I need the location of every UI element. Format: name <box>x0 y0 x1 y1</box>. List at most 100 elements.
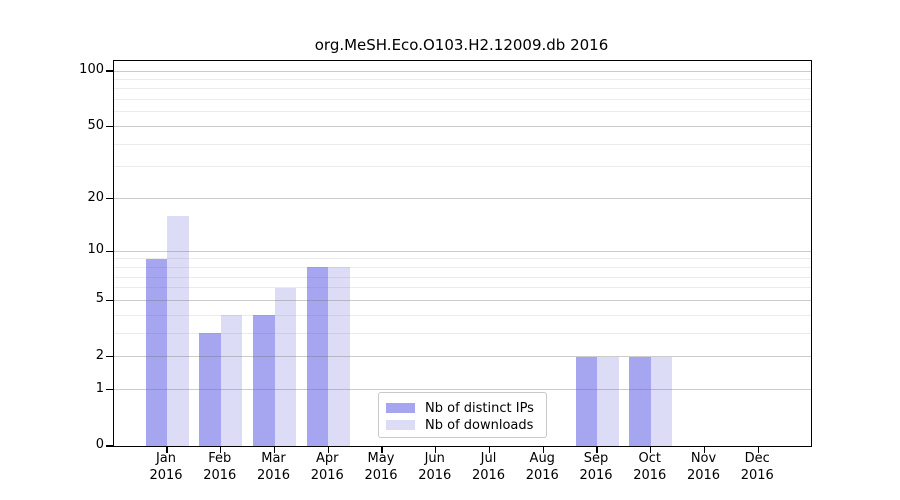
x-tick-year: 2016 <box>310 467 344 483</box>
x-tick-month: Dec <box>744 451 770 466</box>
x-tick-year: 2016 <box>471 467 506 483</box>
y-tick-label-10: 10 <box>87 242 104 258</box>
x-tick-year: 2016 <box>525 467 559 483</box>
x-tick-year: 2016 <box>203 467 237 483</box>
bar-distinct-ips-apr <box>306 267 329 446</box>
legend-item-distinct-ips: Nb of distinct IPs <box>386 400 546 416</box>
chart-title: org.MeSH.Eco.O103.H2.12009.db 2016 <box>314 36 609 54</box>
y-tick-label-20: 20 <box>87 189 104 205</box>
legend-label-downloads: Nb of downloads <box>425 417 534 433</box>
x-tick-label-jul: Jul 2016 <box>457 451 521 484</box>
y-tick-label-0: 0 <box>95 437 104 452</box>
legend-swatch-distinct-ips <box>386 402 415 414</box>
x-tickmark-may <box>381 447 383 454</box>
y-tick-label-5: 5 <box>95 291 104 307</box>
x-tick-label-oct: Oct 2016 <box>618 451 682 484</box>
x-tick-month: Jun <box>424 451 445 466</box>
legend-label-distinct-ips: Nb of distinct IPs <box>425 400 534 416</box>
x-tick-month: Nov <box>690 451 717 466</box>
x-tickmark-oct <box>650 447 652 454</box>
gridline-y-7 <box>114 276 811 278</box>
x-tick-year: 2016 <box>256 467 291 483</box>
x-tick-year: 2016 <box>149 467 183 483</box>
bar-downloads-sep <box>597 356 619 446</box>
bar-downloads-mar <box>274 287 296 446</box>
gridline-y-30 <box>114 166 811 168</box>
bar-distinct-ips-jan <box>145 258 167 446</box>
x-tick-label-sep: Sep 2016 <box>564 451 628 484</box>
gridline-y-9 <box>114 258 811 260</box>
y-tickmark-100 <box>106 70 113 72</box>
gridline-y-70 <box>114 99 811 101</box>
gridline-y-100 <box>114 70 811 72</box>
bar-distinct-ips-mar <box>253 315 275 446</box>
x-tick-year: 2016 <box>579 467 613 483</box>
bar-downloads-feb <box>220 315 243 446</box>
bar-downloads-jan <box>167 215 189 446</box>
gridline-y-20 <box>114 198 811 200</box>
gridline-y-5 <box>114 299 811 301</box>
y-tick-label-1: 1 <box>95 380 104 396</box>
y-tickmark-10 <box>106 250 113 252</box>
gridline-y-4 <box>114 314 811 316</box>
bar-distinct-ips-sep <box>575 356 597 446</box>
x-tick-month: Sep <box>583 451 609 466</box>
gridline-y-60 <box>114 111 811 113</box>
x-tickmark-mar <box>273 447 276 454</box>
x-tick-year: 2016 <box>740 467 774 483</box>
x-tick-month: Jan <box>155 451 177 466</box>
x-tick-month: Aug <box>529 451 555 466</box>
x-tickmark-nov <box>703 447 706 454</box>
y-tickmark-1 <box>106 389 113 391</box>
y-tickmark-0 <box>106 445 113 447</box>
gridline-y-6 <box>114 287 811 289</box>
x-tickmark-jan <box>166 447 168 454</box>
x-tick-label-mar: Mar 2016 <box>242 451 306 484</box>
y-tickmark-5 <box>106 299 113 302</box>
y-tickmark-2 <box>106 356 113 358</box>
y-tickmark-20 <box>106 198 113 200</box>
x-tickmark-aug <box>542 447 544 454</box>
x-tick-year: 2016 <box>686 467 721 483</box>
y-tickmark-50 <box>106 125 113 128</box>
x-tick-label-may: May 2016 <box>349 451 413 484</box>
y-tick-label-2: 2 <box>95 347 104 363</box>
x-tick-label-jun: Jun 2016 <box>403 451 467 484</box>
gridline-y-40 <box>114 143 811 145</box>
x-tick-label-apr: Apr 2016 <box>295 451 359 484</box>
x-tick-label-aug: Aug 2016 <box>510 451 574 484</box>
x-tickmark-feb <box>220 447 222 454</box>
x-tick-label-nov: Nov 2016 <box>672 451 736 484</box>
x-tick-month: Mar <box>261 451 286 466</box>
x-tickmark-apr <box>327 447 329 454</box>
x-tick-year: 2016 <box>364 467 398 483</box>
gridline-y-80 <box>114 88 811 90</box>
gridline-y-50 <box>114 126 811 128</box>
x-tick-label-jan: Jan 2016 <box>134 451 198 484</box>
legend: Nb of distinct IPs Nb of downloads <box>378 392 547 438</box>
x-tickmark-jun <box>435 447 437 454</box>
x-tickmark-sep <box>596 447 598 454</box>
bar-downloads-apr <box>328 267 350 446</box>
y-tick-label-100: 100 <box>79 62 104 77</box>
x-tick-label-dec: Dec 2016 <box>725 451 789 484</box>
x-tickmark-dec <box>757 447 759 454</box>
x-tick-label-feb: Feb 2016 <box>188 451 252 484</box>
x-tick-month: Apr <box>316 451 339 466</box>
gridline-y-10 <box>114 250 811 252</box>
legend-item-downloads: Nb of downloads <box>386 417 546 433</box>
bar-distinct-ips-oct <box>629 356 651 446</box>
x-tick-year: 2016 <box>418 467 452 483</box>
x-tickmark-jul <box>488 447 491 454</box>
bar-downloads-oct <box>650 356 673 446</box>
gridline-y-8 <box>114 266 811 268</box>
x-tick-month: May <box>367 451 395 466</box>
x-tick-month: Jul <box>480 451 497 466</box>
y-tick-label-50: 50 <box>87 117 104 133</box>
legend-swatch-downloads <box>386 419 415 431</box>
bar-distinct-ips-feb <box>199 333 221 446</box>
plot-area: Nb of distinct IPs Nb of downloads <box>106 60 812 454</box>
gridline-y-90 <box>114 78 811 80</box>
x-tick-month: Oct <box>638 451 661 466</box>
